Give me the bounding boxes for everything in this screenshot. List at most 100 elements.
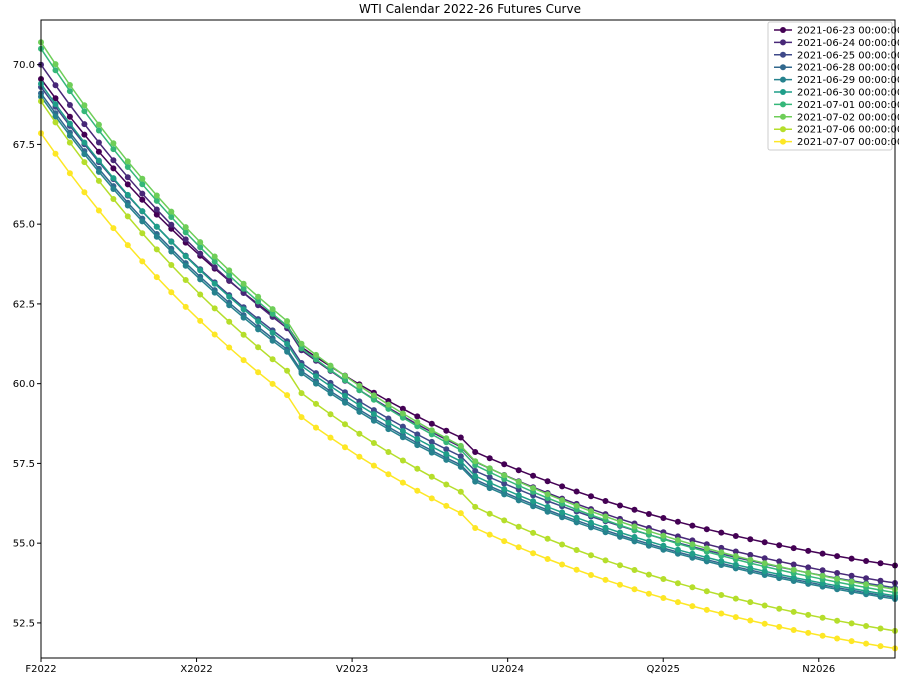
data-point <box>486 455 493 462</box>
x-tick-label: V2023 <box>336 664 368 675</box>
data-point <box>573 519 580 526</box>
data-point <box>689 584 696 591</box>
data-point <box>703 545 710 552</box>
legend-box <box>767 21 893 151</box>
data-point <box>761 568 768 575</box>
data-point <box>327 434 334 441</box>
data-point <box>52 119 59 126</box>
series-path <box>40 96 896 600</box>
data-point <box>153 211 160 218</box>
data-point <box>544 508 551 515</box>
data-point <box>443 456 450 463</box>
data-point <box>457 453 464 460</box>
series-path <box>40 64 896 584</box>
data-point <box>428 438 435 445</box>
legend-label: 2021-06-30 00:00:00 <box>797 88 899 99</box>
data-point <box>631 534 638 540</box>
data-point <box>877 577 884 584</box>
data-point <box>834 575 841 582</box>
y-tick-label: 52.5 <box>13 618 35 629</box>
data-point <box>313 351 319 358</box>
x-tick-label: Q2025 <box>647 664 680 675</box>
data-point <box>240 280 247 287</box>
data-point <box>559 497 566 504</box>
data-point <box>66 113 73 120</box>
data-point <box>645 538 652 545</box>
data-point <box>573 514 580 521</box>
data-point <box>790 574 797 581</box>
data-point <box>240 314 247 321</box>
data-point <box>747 551 754 558</box>
data-point <box>559 541 566 548</box>
data-point <box>226 272 233 279</box>
data-point <box>197 250 204 257</box>
data-point <box>95 177 102 184</box>
data-point <box>327 367 334 374</box>
data-point <box>66 88 73 95</box>
data-point <box>52 61 59 68</box>
data-point <box>428 473 435 480</box>
data-point <box>153 223 160 230</box>
data-point <box>356 402 363 409</box>
data-point <box>877 625 884 632</box>
data-point <box>515 523 522 530</box>
data-point <box>617 518 623 525</box>
data-point <box>703 554 710 561</box>
data-point <box>95 139 102 146</box>
data-point <box>819 567 826 574</box>
data-point <box>240 331 247 338</box>
data-point <box>588 508 594 515</box>
data-point <box>747 556 754 563</box>
data-point <box>732 561 739 568</box>
data-point <box>298 414 305 421</box>
data-point <box>443 427 450 434</box>
data-point <box>834 553 841 560</box>
y-tick-label: 55.0 <box>13 539 35 550</box>
data-point <box>168 289 175 296</box>
data-point <box>428 420 435 427</box>
data-point <box>443 451 450 458</box>
data-point <box>501 538 508 545</box>
data-point <box>703 541 710 548</box>
data-point <box>617 529 623 536</box>
data-point <box>211 258 218 265</box>
data-point <box>385 471 392 478</box>
data-point <box>877 643 884 650</box>
data-point <box>428 443 435 450</box>
data-point <box>588 519 594 526</box>
data-point <box>660 546 667 553</box>
data-point <box>761 602 768 609</box>
series-line <box>38 98 898 634</box>
series-line <box>38 84 898 591</box>
data-point <box>645 528 652 535</box>
data-point <box>515 544 522 551</box>
plot-frame <box>40 19 896 659</box>
data-point <box>457 488 464 495</box>
data-point <box>370 462 377 469</box>
data-point <box>313 373 319 380</box>
data-point <box>52 67 59 74</box>
data-point <box>240 290 247 296</box>
series-path <box>40 100 896 632</box>
data-point <box>269 329 276 336</box>
data-point <box>689 541 696 548</box>
data-point <box>428 427 435 434</box>
legend-swatch-marker <box>780 64 786 71</box>
data-point <box>255 369 262 376</box>
data-point <box>197 267 204 274</box>
data-point <box>95 121 102 128</box>
data-point <box>805 547 812 554</box>
data-point <box>718 544 725 551</box>
data-point <box>370 417 377 424</box>
data-point <box>544 556 551 562</box>
data-point <box>66 102 73 108</box>
data-point <box>530 485 537 492</box>
legend-label: 2021-07-06 00:00:00 <box>797 125 899 136</box>
data-point <box>52 150 59 157</box>
data-point <box>356 408 363 415</box>
data-point <box>501 486 508 493</box>
data-point <box>124 164 131 170</box>
data-point <box>298 340 305 347</box>
